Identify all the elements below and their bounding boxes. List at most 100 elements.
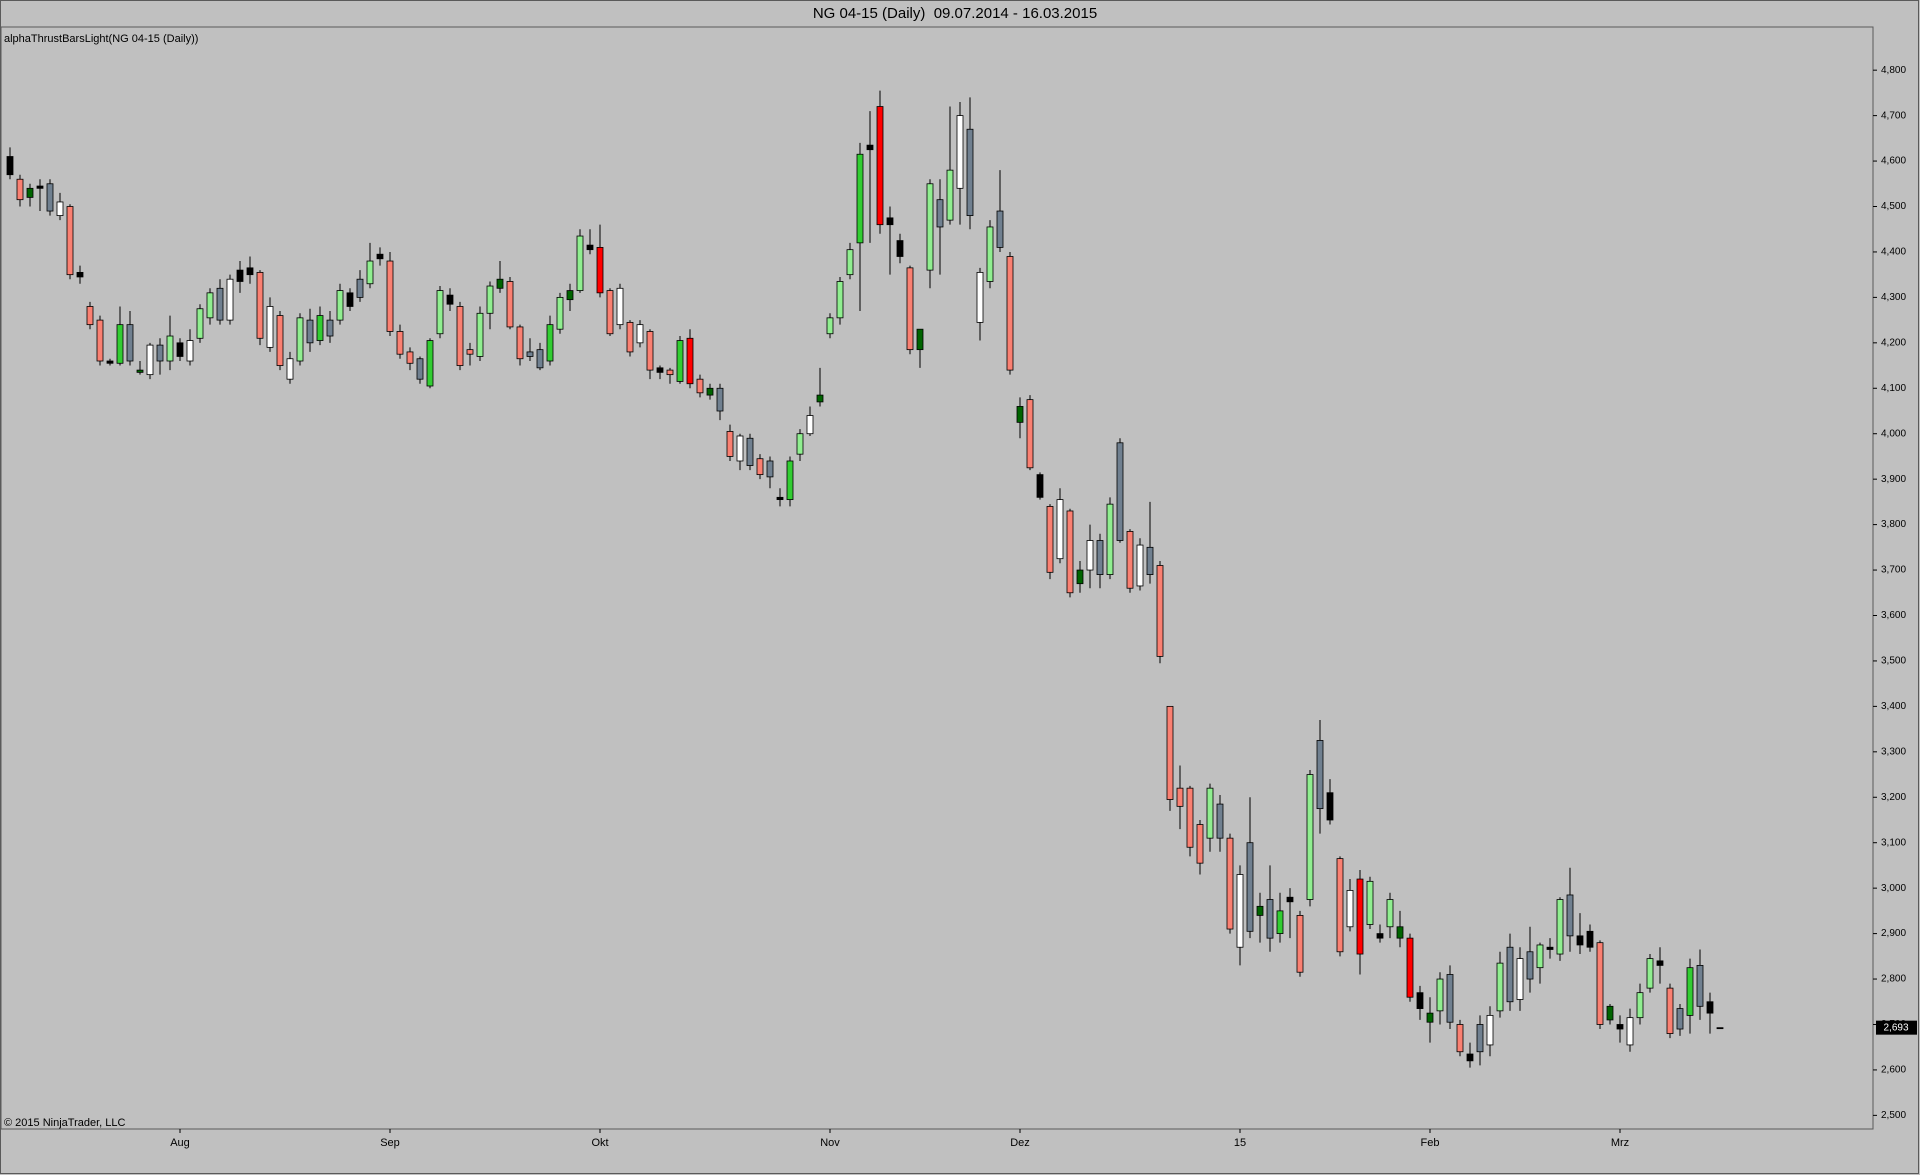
candle-body (196, 308, 204, 339)
candle-body (506, 281, 514, 328)
candle-body (596, 246, 604, 294)
y-tick-label: 3,000 (1881, 883, 1906, 894)
copyright: © 2015 NinjaTrader, LLC (4, 1117, 125, 1129)
candle-body (426, 340, 434, 387)
y-tick-label: 4,600 (1881, 156, 1906, 167)
candle-body (266, 306, 274, 348)
candle-body (1256, 905, 1264, 916)
candle-body (1426, 1012, 1434, 1023)
candle-body (1236, 874, 1244, 948)
candle-body (626, 321, 634, 353)
y-tick-label: 4,000 (1881, 428, 1906, 439)
candle-body (1376, 933, 1384, 939)
candle-body (406, 351, 414, 364)
candle-body (206, 292, 214, 319)
y-tick-label: 4,100 (1881, 383, 1906, 394)
candle-body (1406, 937, 1414, 998)
candle-body (966, 128, 974, 216)
candle-body (1566, 894, 1574, 937)
candle-body (176, 342, 184, 357)
candle-body (946, 169, 954, 221)
x-tick-label: 15 (1234, 1137, 1246, 1149)
candle-body (556, 296, 564, 330)
candle-body (56, 201, 64, 216)
candle-body (956, 115, 964, 189)
candle-body (1006, 256, 1014, 371)
candle-body (766, 460, 774, 478)
y-tick-label: 2,900 (1881, 928, 1906, 939)
candle-body (1076, 569, 1084, 585)
candle-body (666, 369, 674, 376)
candle-body (1266, 899, 1274, 939)
candle-body (226, 278, 234, 321)
candle-body (256, 271, 264, 339)
candle-body (1396, 926, 1404, 939)
candle-body (1606, 1005, 1614, 1021)
y-tick-label: 2,500 (1881, 1110, 1906, 1121)
candle-body (1306, 774, 1314, 900)
x-tick-label: Dez (1010, 1137, 1030, 1149)
y-tick-label: 4,800 (1881, 65, 1906, 76)
candle-body (1286, 896, 1294, 903)
candle-body (336, 290, 344, 321)
y-tick-label: 4,700 (1881, 110, 1906, 121)
candle-body (876, 106, 884, 226)
candle-body (826, 317, 834, 335)
candle-body (616, 287, 624, 326)
candle-body (1616, 1024, 1624, 1030)
candle-body (236, 269, 244, 282)
candle-body (446, 294, 454, 305)
candle-body (696, 378, 704, 394)
candle-body (516, 326, 524, 360)
candle-body (586, 244, 594, 251)
candle-body (1206, 787, 1214, 839)
candle-body (1686, 967, 1694, 1016)
candle-body (816, 394, 824, 403)
candle-body (146, 344, 154, 376)
candle-body (646, 331, 654, 371)
candle-body (856, 153, 864, 244)
candle-body (1576, 935, 1584, 946)
candle-body (1276, 910, 1284, 934)
candle-body (716, 387, 724, 412)
candle-body (1316, 740, 1324, 810)
candle-body (1126, 531, 1134, 589)
candle-body (1386, 899, 1394, 928)
candle-body (1666, 987, 1674, 1034)
candle-body (496, 278, 504, 289)
candle-body (636, 324, 644, 344)
candle-body (346, 292, 354, 307)
x-tick-label: Aug (170, 1137, 190, 1149)
x-tick-label: Mrz (1611, 1137, 1629, 1149)
y-tick-label: 3,900 (1881, 474, 1906, 485)
candle-body (216, 287, 224, 321)
y-tick-label: 2,800 (1881, 974, 1906, 985)
candle-body (936, 199, 944, 228)
candle-body (1246, 842, 1254, 932)
candle-body (1516, 958, 1524, 1000)
y-tick-label: 2,600 (1881, 1065, 1906, 1076)
candle-body (796, 433, 804, 455)
candle-body (1636, 992, 1644, 1019)
candle-body (836, 281, 844, 319)
candle-body (1546, 946, 1554, 950)
candle-body (1646, 958, 1654, 989)
candle-body (1346, 890, 1354, 928)
candle-body (746, 437, 754, 466)
y-tick-label: 3,500 (1881, 656, 1906, 667)
candle-body (1706, 1001, 1714, 1014)
candle-body (326, 319, 334, 337)
candle-body (1226, 837, 1234, 930)
candle-body (706, 387, 714, 396)
y-tick-label: 3,300 (1881, 746, 1906, 757)
candle-body (1676, 1008, 1684, 1030)
candle-body (286, 358, 294, 380)
candle-body (756, 458, 764, 476)
candle-body (1186, 787, 1194, 848)
candle-body (466, 349, 474, 355)
y-tick-label: 4,300 (1881, 292, 1906, 303)
candle-body (1536, 944, 1544, 969)
